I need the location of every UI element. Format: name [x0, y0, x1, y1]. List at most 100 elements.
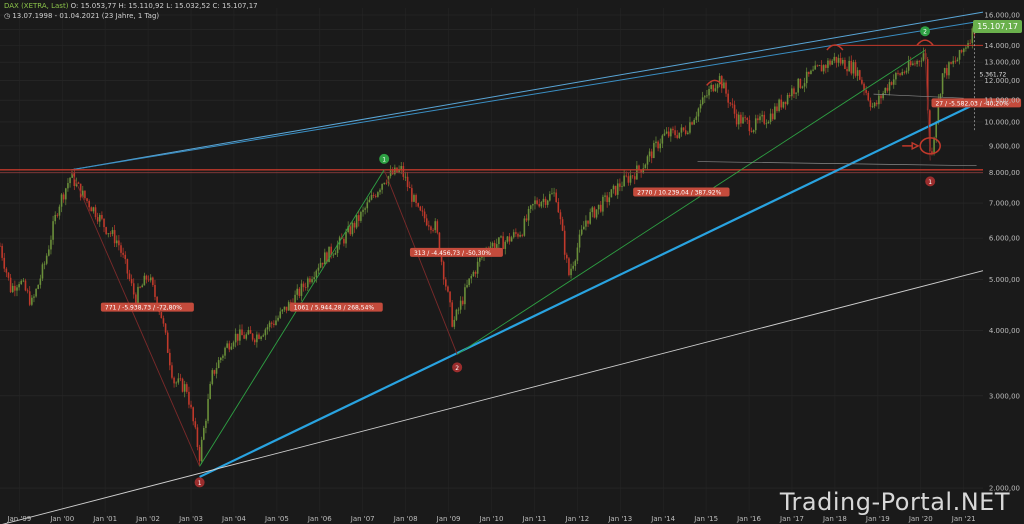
annotation-label: 771 / -5.938,73 / -72,80% — [105, 305, 182, 312]
x-tick-label: Jan '21 — [951, 515, 976, 523]
candle-body — [850, 60, 853, 74]
candle-body — [873, 102, 876, 107]
candle-body — [273, 323, 275, 325]
candle-body — [599, 204, 602, 212]
candle-body — [317, 267, 320, 271]
candle-body — [555, 192, 558, 203]
candle-body — [147, 279, 150, 281]
candle-body — [812, 69, 814, 71]
candle-body — [432, 230, 434, 231]
annotation-box — [289, 302, 383, 312]
candle-body — [532, 204, 534, 206]
candle-body — [801, 86, 804, 88]
candle-body — [241, 329, 243, 336]
candle-body — [311, 279, 313, 283]
candle-body — [253, 339, 256, 343]
annotation-box — [409, 247, 503, 257]
candle-body — [404, 176, 407, 178]
candle-body — [217, 360, 220, 369]
candle-body — [266, 327, 269, 330]
candle-body — [875, 102, 878, 105]
candle-body — [750, 131, 753, 132]
candle-body — [457, 309, 460, 311]
pivot-marker — [194, 477, 205, 488]
candle-body — [190, 404, 192, 408]
candle-body — [657, 141, 659, 149]
candle-body — [459, 300, 462, 310]
candle-body — [916, 60, 918, 65]
candle-body — [909, 61, 912, 66]
candle-body — [748, 119, 751, 132]
y-tick-label: 14.000,00 — [984, 42, 1020, 50]
x-tick-label: Jan '03 — [178, 515, 203, 523]
candle-body — [419, 206, 422, 211]
candle-body — [423, 211, 426, 219]
y-tick-label: 6.000,00 — [989, 235, 1020, 243]
candle-body — [438, 232, 441, 254]
candle-body — [154, 284, 156, 297]
candle-body — [328, 246, 330, 263]
pivot-marker — [920, 26, 931, 37]
candle-body — [283, 306, 286, 310]
candle-body — [517, 233, 519, 237]
candle-body — [778, 99, 780, 111]
candle-body — [281, 309, 284, 312]
candle-body — [941, 73, 944, 95]
candle-body — [270, 322, 273, 324]
candle-body — [784, 101, 787, 105]
candle-body — [525, 218, 528, 221]
candle-body — [735, 113, 738, 125]
candle-body — [746, 118, 749, 120]
candle-body — [844, 59, 846, 70]
y-tick-label: 16.000,00 — [984, 11, 1020, 19]
pivot-label: 1 — [382, 156, 386, 163]
date-range: 13.07.1998 - 01.04.2021 — [12, 12, 100, 20]
candle-body — [181, 378, 184, 392]
candle-body — [366, 202, 369, 209]
high-arc-marker — [706, 79, 724, 86]
candle-body — [519, 234, 521, 237]
candle-body — [0, 245, 1, 247]
candle-body — [582, 226, 585, 230]
candle-body — [88, 201, 90, 208]
candle-body — [336, 244, 339, 254]
y-tick-label: 13.000,00 — [984, 59, 1020, 67]
grey-horizontal-2 — [873, 93, 964, 99]
candle-body — [589, 212, 591, 224]
candle-body — [173, 377, 175, 384]
candle-body — [604, 195, 606, 197]
candle-body — [374, 195, 377, 197]
candle-body — [731, 103, 734, 105]
candle-body — [510, 237, 513, 242]
candle-body — [901, 71, 904, 75]
candle-body — [128, 273, 131, 279]
watermark-logo: Trading-Portal.NET — [779, 488, 1010, 516]
candle-body — [455, 309, 458, 320]
candle-body — [689, 122, 691, 133]
candle-body — [481, 256, 483, 258]
candle-body — [5, 268, 8, 273]
candle-body — [926, 59, 929, 111]
candle-body — [865, 90, 867, 93]
candle-body — [130, 278, 133, 284]
candle-body — [368, 199, 371, 203]
candle-body — [718, 76, 721, 85]
candle-body — [330, 246, 332, 256]
bull-leg-1 — [199, 169, 385, 467]
candle-body — [752, 130, 755, 132]
candle-body — [612, 185, 615, 190]
candle-body — [867, 92, 870, 101]
y-tick-label: 12.000,00 — [984, 77, 1020, 85]
candle-body — [546, 200, 549, 205]
pivot-marker — [452, 362, 463, 373]
candle-body — [952, 60, 954, 64]
candle-body — [447, 286, 449, 292]
candle-body — [880, 95, 882, 99]
candle-body — [704, 96, 706, 98]
candle-body — [385, 182, 388, 184]
candle-body — [192, 407, 194, 422]
candle-body — [551, 193, 553, 195]
candle-body — [712, 84, 715, 92]
candle-body — [304, 287, 307, 288]
